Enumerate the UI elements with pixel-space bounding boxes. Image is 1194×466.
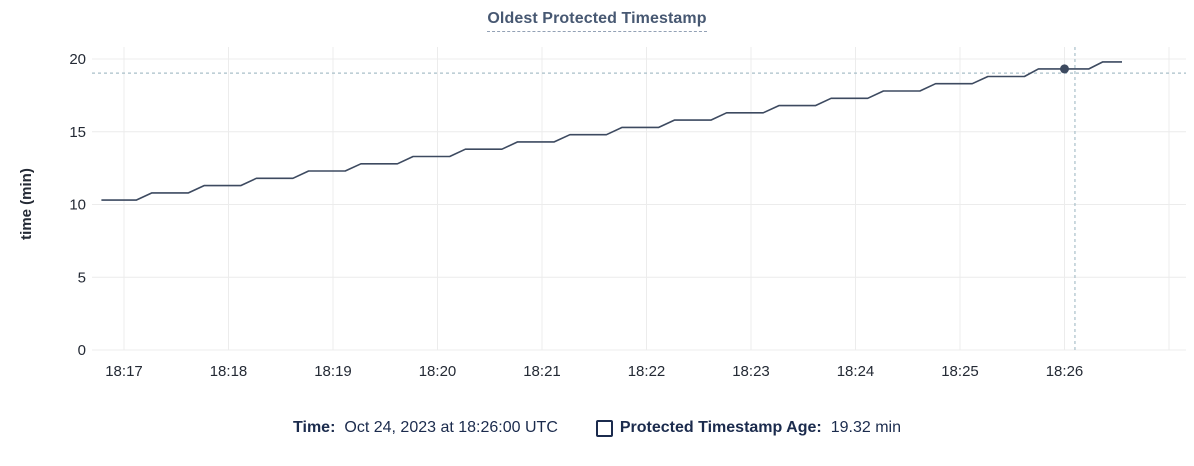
x-tick-label: 18:24 [837,363,875,380]
legend-time-item: Time: Oct 24, 2023 at 18:26:00 UTC [293,418,558,438]
y-tick-label: 0 [78,342,86,359]
x-tick-label: 18:20 [419,363,457,380]
y-tick-label: 20 [69,51,86,68]
y-axis-title: time (min) [18,168,35,240]
legend-series-label: Protected Timestamp Age: [619,419,822,436]
legend-time-value: Oct 24, 2023 at 18:26:00 UTC [344,419,558,436]
line-chart[interactable]: 0 5 10 15 20 18:17 18:18 18:19 18:20 18:21 18:22 18… [0,0,1194,400]
cursor-legend: Time: Oct 24, 2023 at 18:26:00 UTC Prote… [0,418,1194,438]
axis-tick-labels: 0 5 10 15 20 18:17 18:18 18:19 18:20 18:21 18:22 18… [69,51,1083,380]
chart-header: Oldest Protected Timestamp [0,10,1194,32]
gridlines [92,47,1186,351]
x-tick-label: 18:22 [628,363,666,380]
y-tick-label: 5 [78,269,86,286]
legend-time-label: Time: [293,419,336,436]
x-tick-label: 18:23 [732,363,770,380]
legend-series-value: 19.32 min [830,419,901,436]
series-visibility-checkbox[interactable] [595,419,613,437]
legend-series-item: Protected Timestamp Age: 19.32 min [595,418,901,438]
x-tick-label: 18:19 [314,363,352,380]
chart-title[interactable]: Oldest Protected Timestamp [487,10,707,32]
x-tick-label: 18:21 [523,363,561,380]
hover-point-dot [1060,64,1069,74]
series-line [101,61,1122,201]
x-tick-label: 18:17 [105,363,143,380]
x-tick-label: 18:18 [210,363,248,380]
y-tick-label: 15 [69,124,86,141]
x-tick-label: 18:25 [941,363,979,380]
crosshair [92,47,1186,352]
y-tick-label: 10 [69,197,86,214]
x-tick-label: 18:26 [1046,363,1084,380]
